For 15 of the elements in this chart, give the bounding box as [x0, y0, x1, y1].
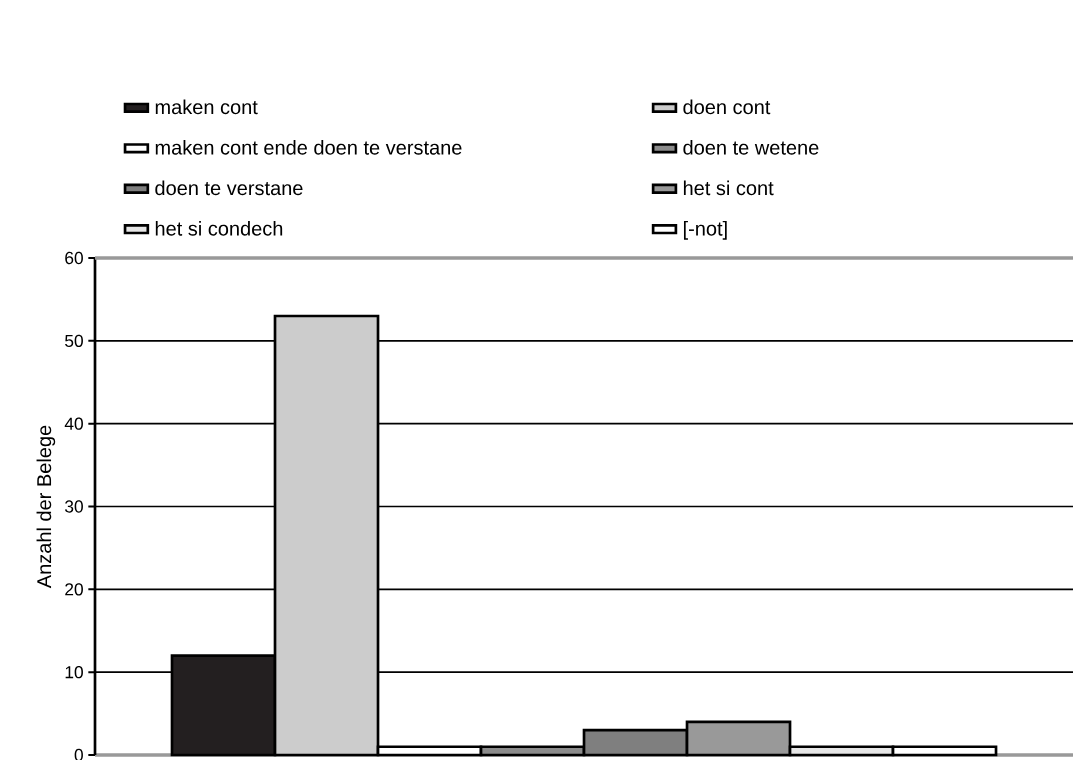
y-axis-title: Anzahl der Belege — [36, 425, 56, 589]
y-tick-label: 10 — [65, 666, 83, 679]
legend-label: [-not] — [683, 220, 727, 240]
y-tick-label: 20 — [65, 583, 83, 596]
legend-label: doen cont — [683, 99, 771, 115]
y-tick-label: 60 — [65, 251, 83, 265]
legend-label: het si cont — [683, 180, 774, 196]
legend-label: maken cont — [155, 99, 258, 115]
legend-label: het si condech — [155, 220, 283, 236]
legend-label: doen te verstane — [155, 180, 303, 196]
legend-label: doen te wetene — [683, 140, 819, 155]
y-tick-label: 40 — [64, 417, 83, 430]
legend-label: maken cont ende doen te verstane — [155, 140, 462, 155]
y-tick-label: 50 — [65, 334, 83, 347]
y-tick-label: 30 — [65, 500, 83, 513]
